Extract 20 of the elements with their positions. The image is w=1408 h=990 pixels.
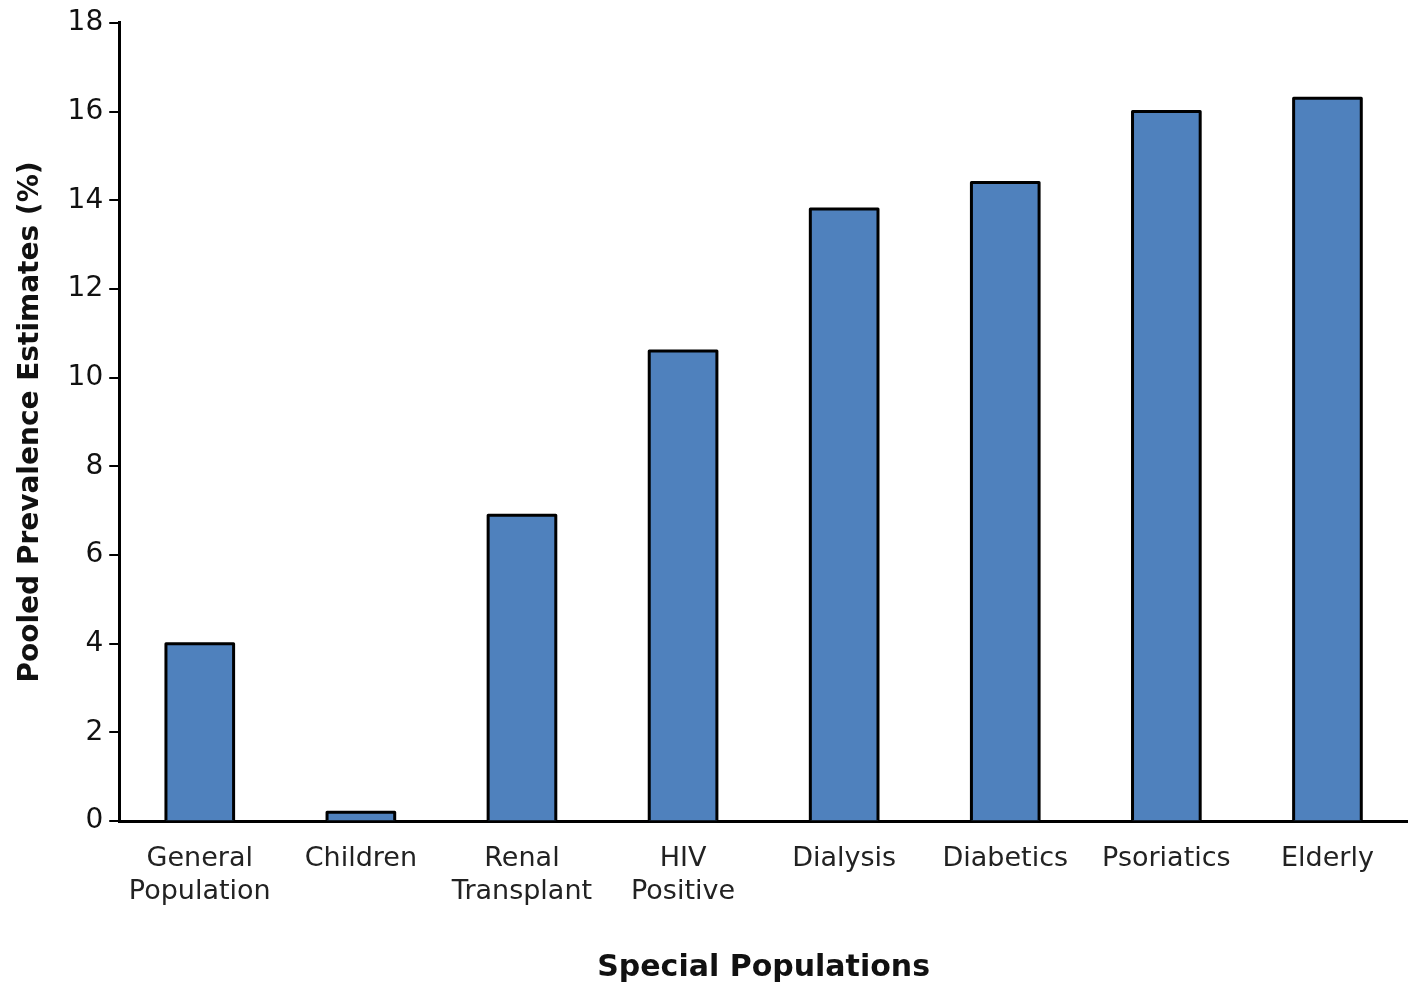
x-tick-label: Renal Transplant — [450, 841, 593, 905]
y-tick-label: 8 — [85, 447, 104, 481]
y-tick-label: 6 — [85, 536, 104, 570]
x-tick-label: Elderly — [1281, 841, 1374, 873]
x-tick-label: Children — [304, 841, 418, 873]
x-tick-label: Psoriatics — [1102, 841, 1231, 873]
y-tick-label: 4 — [85, 625, 104, 659]
x-tick-label: Dialysis — [792, 841, 897, 873]
x-tick-label: Diabetics — [942, 841, 1069, 873]
y-axis-title: Pooled Prevalence Estimates (%) — [12, 161, 46, 683]
y-tick-label: 18 — [67, 4, 104, 38]
y-tick-label: 10 — [67, 358, 104, 392]
x-tick-label: HIV Positive — [631, 841, 736, 905]
y-tick-label: 2 — [85, 713, 104, 747]
y-tick-label: 12 — [67, 270, 104, 304]
x-tick-label: General Population — [128, 841, 271, 905]
x-axis-title: Special Populations — [597, 947, 931, 983]
y-tick-label: 16 — [67, 92, 104, 126]
y-tick-label: 14 — [67, 181, 104, 215]
y-tick-label: 0 — [85, 802, 104, 836]
